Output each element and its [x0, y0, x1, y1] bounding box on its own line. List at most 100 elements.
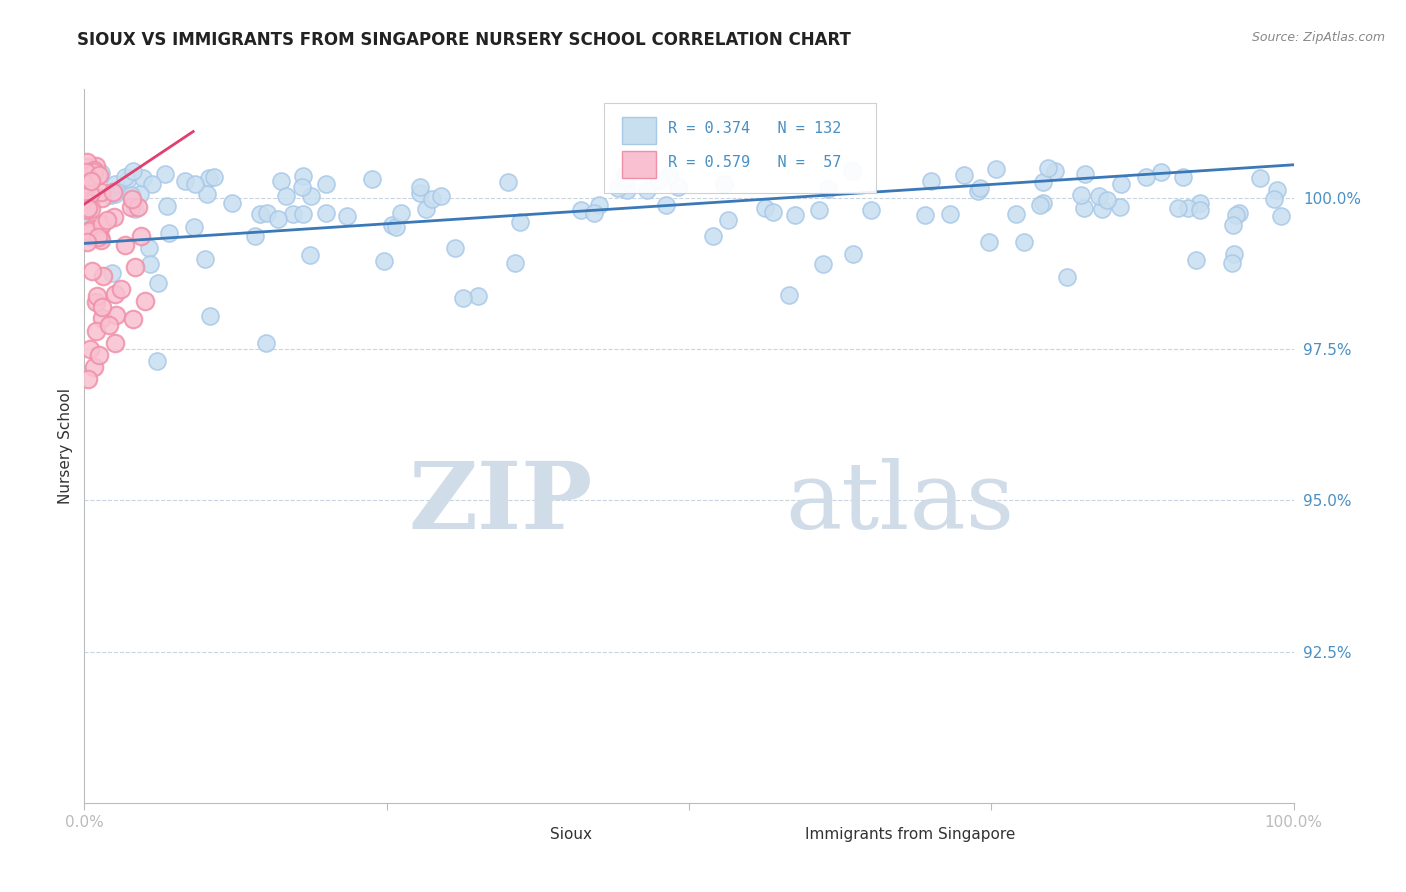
Point	[1032, 176, 1054, 190]
FancyBboxPatch shape	[623, 117, 657, 145]
Point	[77, 171, 100, 186]
Point	[920, 174, 942, 188]
Point	[569, 202, 592, 217]
Point	[1109, 200, 1132, 214]
Point	[80, 221, 103, 235]
Point	[969, 180, 991, 194]
Point	[616, 183, 638, 197]
FancyBboxPatch shape	[605, 103, 876, 193]
Point	[86, 288, 108, 302]
Point	[87, 229, 110, 244]
Point	[105, 184, 128, 198]
Point	[381, 218, 404, 232]
Point	[121, 192, 143, 206]
Point	[104, 287, 127, 301]
Point	[114, 238, 136, 252]
Point	[1222, 218, 1244, 232]
Point	[467, 289, 489, 303]
Point	[76, 201, 98, 215]
Point	[415, 202, 437, 216]
Point	[841, 247, 863, 261]
Point	[1222, 247, 1244, 261]
Point	[299, 188, 322, 202]
Point	[1173, 170, 1195, 185]
Point	[114, 170, 136, 185]
Point	[83, 360, 105, 375]
Point	[90, 166, 112, 180]
Point	[1109, 177, 1132, 191]
Point	[174, 174, 197, 188]
Point	[582, 206, 605, 220]
Point	[73, 217, 96, 231]
Point	[1270, 209, 1292, 223]
Point	[408, 180, 430, 194]
Point	[104, 186, 127, 201]
Point	[90, 191, 112, 205]
Point	[77, 201, 100, 215]
Point	[101, 266, 124, 280]
Point	[1249, 170, 1271, 185]
Point	[389, 206, 412, 220]
Point	[79, 229, 101, 244]
Point	[89, 220, 111, 235]
Point	[986, 161, 1008, 176]
Point	[841, 163, 863, 178]
Point	[79, 343, 101, 357]
Point	[1073, 201, 1095, 215]
Point	[385, 219, 408, 234]
Point	[1184, 252, 1206, 267]
Point	[245, 228, 267, 243]
Point	[1056, 270, 1078, 285]
Point	[77, 224, 100, 238]
Point	[336, 209, 359, 223]
Point	[93, 269, 115, 284]
Point	[717, 213, 740, 227]
Point	[783, 208, 806, 222]
Point	[270, 174, 292, 188]
Point	[1091, 202, 1114, 216]
Point	[588, 198, 610, 212]
Point	[76, 235, 98, 249]
Point	[87, 348, 110, 362]
Point	[200, 310, 222, 324]
Point	[1032, 195, 1054, 210]
Point	[1074, 167, 1097, 181]
Point	[80, 263, 103, 277]
Point	[139, 257, 162, 271]
Point	[76, 160, 98, 174]
Point	[292, 169, 315, 184]
Point	[194, 252, 217, 267]
Text: Sioux: Sioux	[550, 827, 592, 842]
Point	[1263, 192, 1285, 206]
Point	[83, 165, 105, 179]
Point	[84, 295, 107, 310]
Point	[453, 291, 475, 305]
Point	[87, 168, 110, 182]
Point	[146, 276, 169, 290]
Point	[75, 169, 97, 183]
Point	[953, 169, 976, 183]
Point	[89, 229, 111, 244]
Point	[121, 189, 143, 203]
Point	[129, 229, 152, 244]
Point	[76, 154, 98, 169]
Point	[1012, 235, 1035, 249]
Point	[249, 207, 271, 221]
Point	[134, 293, 156, 308]
Point	[97, 318, 120, 332]
Point	[157, 226, 180, 240]
Point	[267, 212, 290, 227]
Point	[76, 202, 98, 217]
Point	[153, 167, 176, 181]
Point	[283, 206, 305, 220]
Point	[183, 220, 205, 235]
Point	[1029, 197, 1052, 211]
Point	[636, 183, 658, 197]
Point	[79, 226, 101, 240]
Point	[443, 241, 465, 255]
Point	[96, 212, 118, 227]
Point	[75, 194, 97, 208]
Point	[90, 217, 112, 231]
Point	[1070, 187, 1092, 202]
Point	[127, 200, 149, 214]
